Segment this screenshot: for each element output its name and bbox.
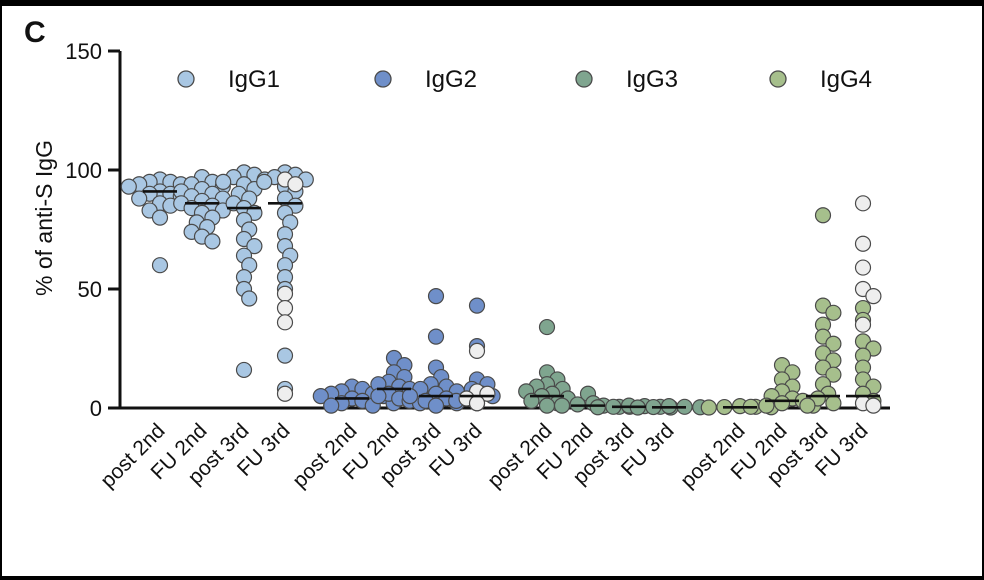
data-point [854, 235, 872, 252]
data-point [865, 397, 882, 414]
data-point [825, 335, 842, 352]
y-tick-label: 100 [65, 158, 102, 183]
data-point [427, 328, 445, 345]
data-point [825, 366, 842, 383]
y-tick-label: 50 [78, 277, 102, 302]
legend: IgG1 IgG2 IgG3 IgG4 [177, 66, 872, 93]
data-point [276, 347, 294, 364]
data-points [120, 164, 882, 416]
data-point [287, 176, 304, 193]
legend-marker [769, 70, 787, 88]
data-point [700, 399, 717, 416]
data-point [799, 397, 816, 414]
data-point [120, 178, 137, 195]
legend-label: IgG2 [425, 66, 477, 93]
data-point [773, 395, 791, 412]
data-point [854, 259, 872, 276]
data-point [235, 361, 253, 379]
data-point [323, 397, 340, 414]
data-point [814, 207, 832, 224]
legend-label: IgG1 [228, 66, 280, 93]
data-point [479, 385, 496, 402]
y-tick-label: 0 [90, 396, 102, 421]
data-point [215, 173, 232, 190]
data-point [825, 395, 842, 412]
scatter-chart: C % of anti-S IgG IgG1 IgG2 IgG3 IgG4 0 50 10… [24, 16, 890, 493]
data-point [204, 233, 221, 250]
legend-label: IgG4 [820, 66, 872, 93]
figure-panel: C % of anti-S IgG IgG1 IgG2 IgG3 IgG4 0 50 10… [2, 6, 982, 576]
y-tick-label: 150 [65, 39, 102, 64]
data-point [427, 397, 445, 414]
legend-marker [177, 70, 195, 88]
data-point [246, 238, 263, 255]
data-point [538, 397, 556, 414]
data-point [151, 257, 169, 274]
data-point [538, 318, 556, 336]
legend-marker [575, 70, 593, 88]
data-point [370, 388, 387, 405]
data-point [427, 288, 445, 305]
data-point [825, 304, 842, 321]
data-point [468, 395, 486, 412]
data-point [276, 385, 294, 402]
data-point [131, 190, 148, 207]
legend-marker [374, 70, 392, 88]
data-point [276, 299, 294, 317]
data-point [589, 399, 606, 416]
data-point [276, 314, 294, 331]
data-point [256, 173, 273, 190]
data-point [468, 297, 486, 314]
data-point [241, 290, 258, 307]
data-point [865, 288, 882, 305]
y-axis-label: % of anti-S IgG [31, 140, 57, 296]
data-point [312, 388, 329, 405]
data-point [151, 209, 169, 226]
data-point [854, 195, 872, 212]
data-point [401, 388, 419, 405]
legend-label: IgG3 [626, 66, 678, 93]
data-point [276, 285, 294, 302]
median-lines [143, 190, 880, 409]
data-point [854, 316, 872, 333]
data-point [553, 397, 571, 414]
data-point [468, 342, 486, 359]
panel-label: C [24, 16, 46, 49]
